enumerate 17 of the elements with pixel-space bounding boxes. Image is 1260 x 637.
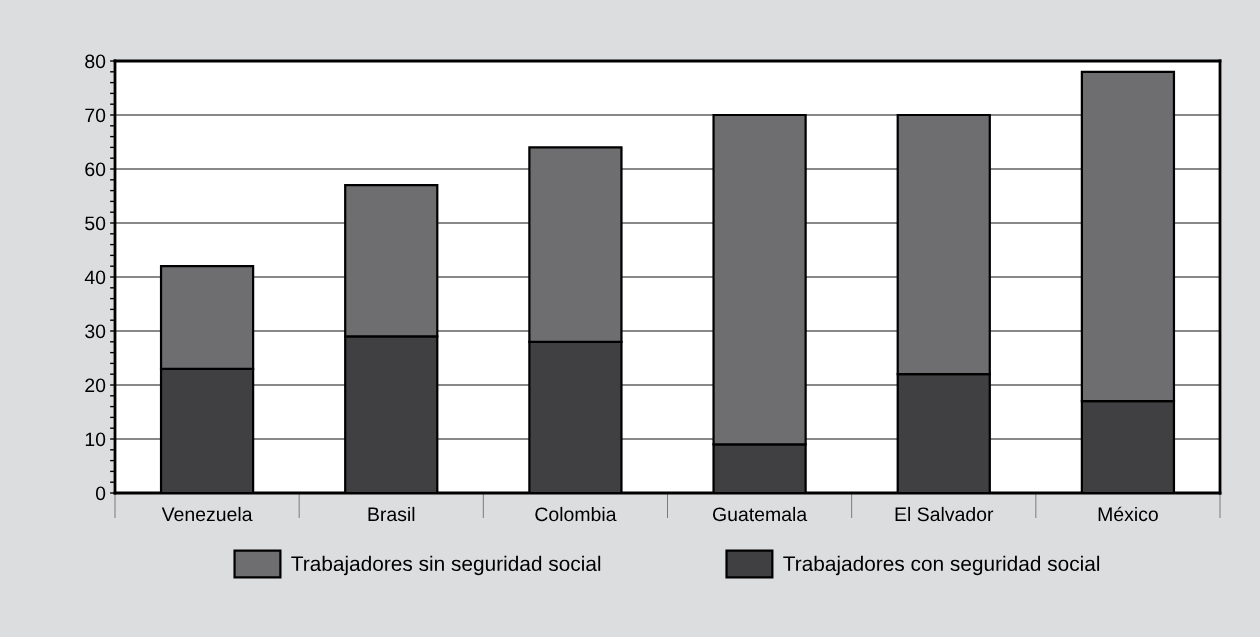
y-tick-label: 10 xyxy=(85,432,106,447)
x-tick-label: Guatemala xyxy=(713,506,808,522)
x-tick-label: Colombia xyxy=(535,506,617,522)
legend-label: Trabajadores con seguridad social xyxy=(783,555,1100,576)
y-tick-label: 60 xyxy=(85,162,106,177)
y-tick-label: 30 xyxy=(85,324,106,339)
y-tick-label: 40 xyxy=(84,270,106,285)
legend-label: Trabajadores sin seguridad social xyxy=(291,555,601,576)
y-tick-label: 20 xyxy=(85,378,106,393)
x-tick-label: México xyxy=(1098,506,1158,522)
y-tick-label: 80 xyxy=(85,54,106,69)
x-tick-label: El Salvador xyxy=(895,506,994,522)
y-tick-label: 70 xyxy=(85,108,106,123)
y-tick-label: 0 xyxy=(95,486,106,501)
x-tick-label: Brasil xyxy=(368,506,415,522)
x-tick-label: Venezuela xyxy=(161,506,253,522)
y-tick-label: 50 xyxy=(85,216,106,231)
